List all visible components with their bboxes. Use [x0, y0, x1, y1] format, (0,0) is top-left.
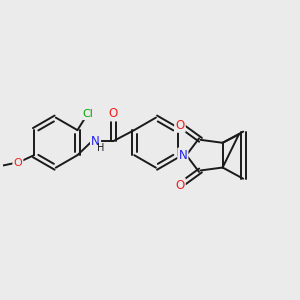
Text: H: H — [97, 142, 104, 153]
Text: O: O — [175, 179, 184, 192]
Text: N: N — [178, 149, 187, 162]
Text: O: O — [109, 107, 118, 120]
Text: O: O — [14, 158, 22, 167]
Text: N: N — [91, 135, 100, 148]
Text: Cl: Cl — [82, 109, 93, 119]
Text: O: O — [175, 118, 184, 132]
